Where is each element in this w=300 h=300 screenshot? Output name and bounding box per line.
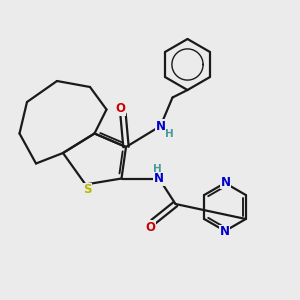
Text: N: N [220, 176, 231, 189]
Text: O: O [116, 102, 126, 115]
Text: N: N [219, 225, 230, 238]
Text: H: H [165, 129, 174, 140]
Text: N: N [155, 119, 166, 133]
Text: N: N [154, 172, 164, 185]
Text: O: O [146, 221, 156, 234]
Text: H: H [153, 164, 162, 174]
Text: S: S [83, 183, 91, 196]
